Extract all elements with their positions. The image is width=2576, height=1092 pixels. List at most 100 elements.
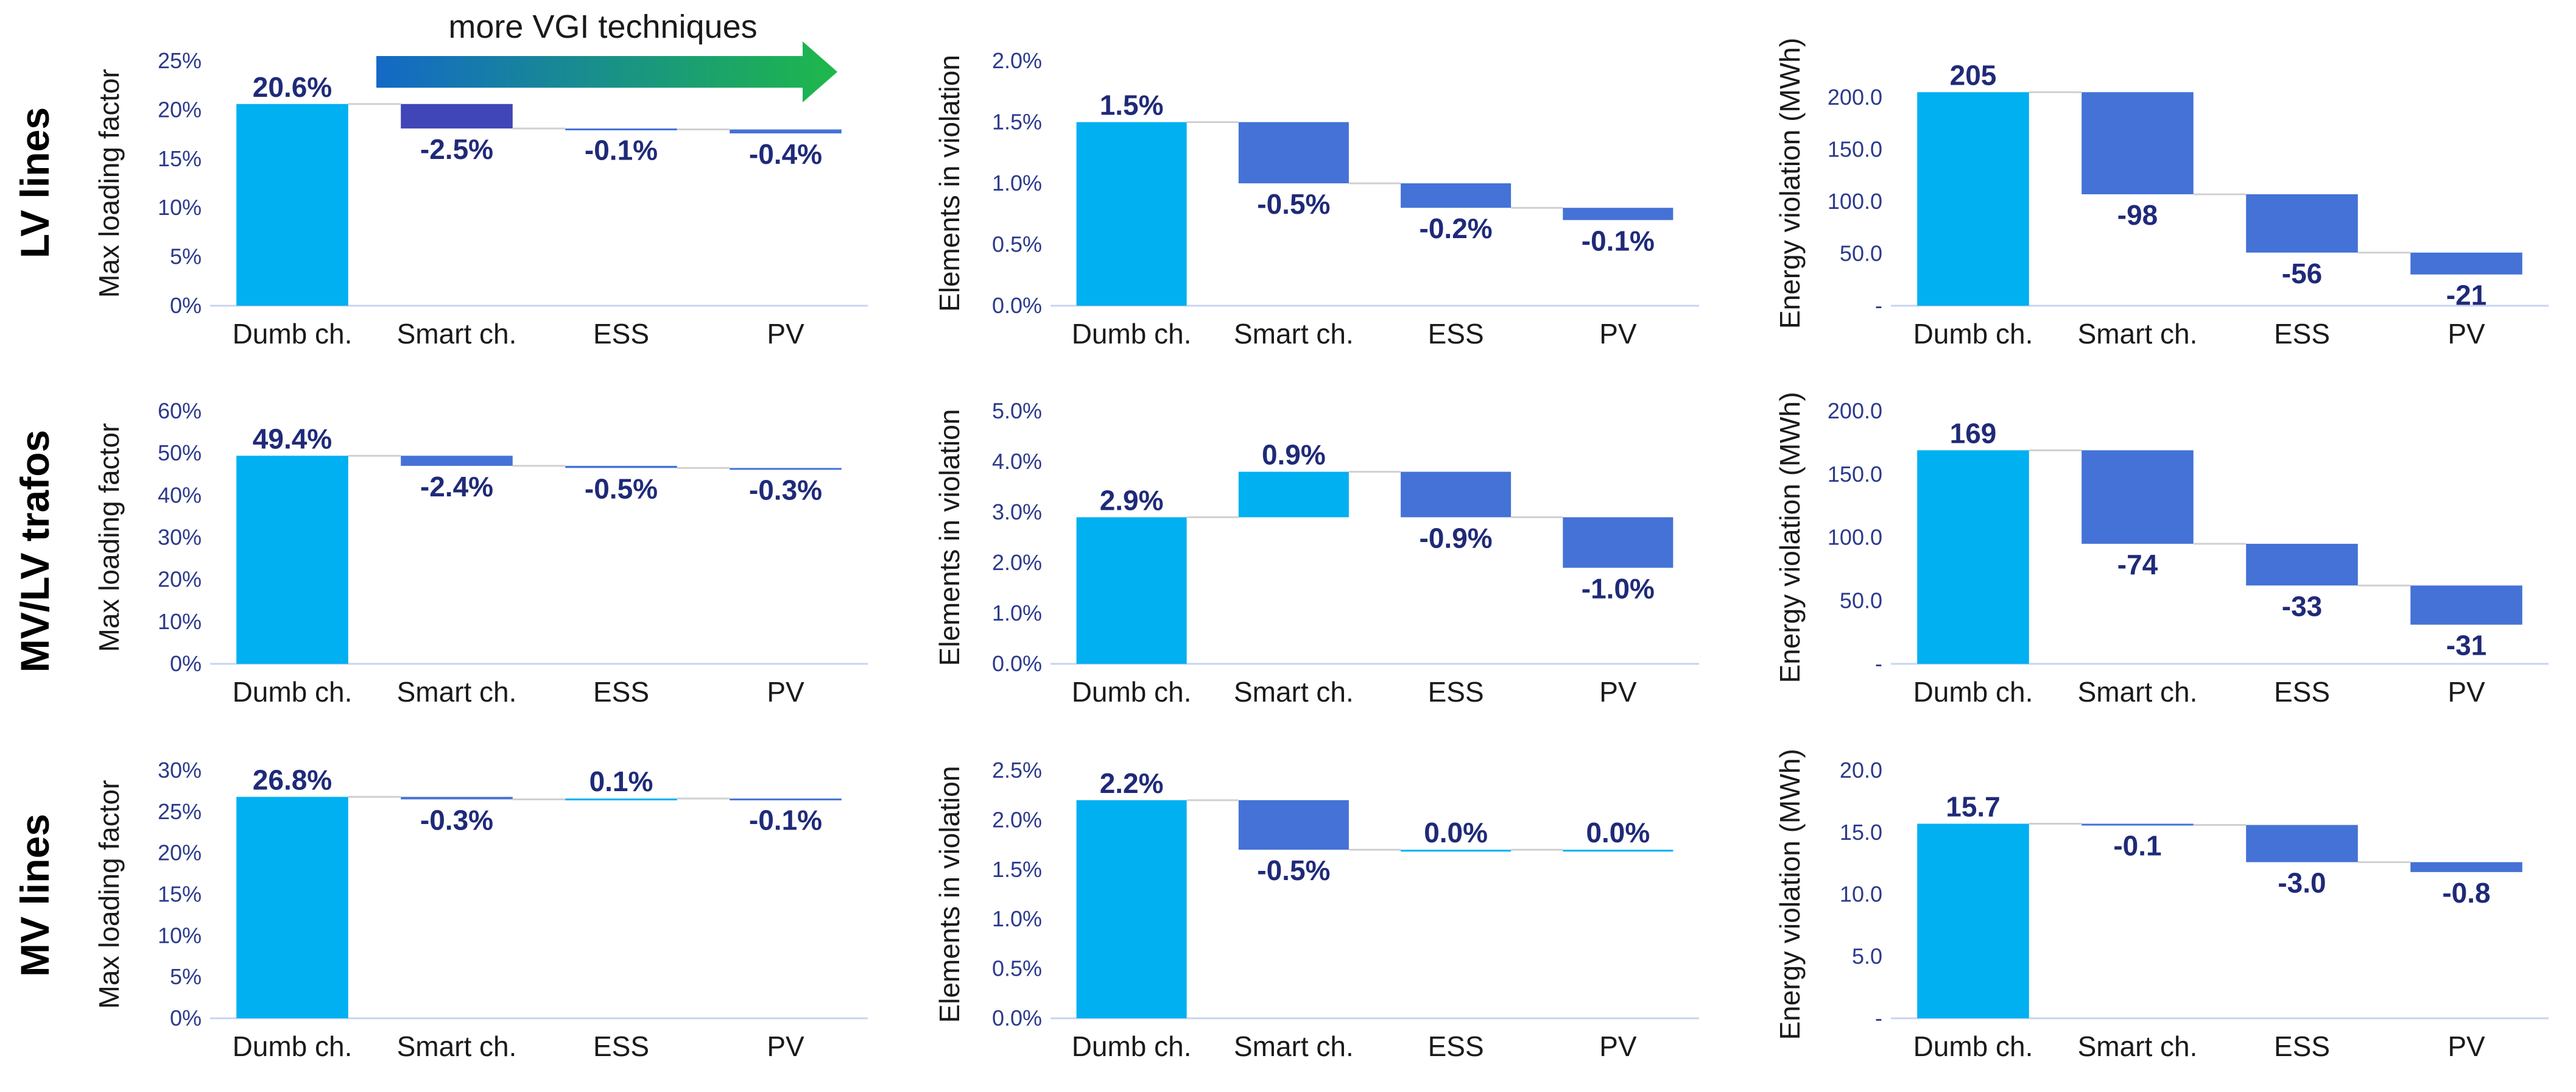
data-label: 0.9%	[1262, 439, 1326, 471]
y-tick-label: 3.0%	[992, 499, 1042, 524]
data-label: 49.4%	[253, 423, 332, 454]
y-tick-label: 15.0	[1840, 820, 1882, 845]
y-tick-label: 1.0%	[992, 171, 1042, 196]
bar-ess	[2246, 543, 2358, 586]
data-label: -3.0	[2278, 867, 2326, 899]
bar-dumb-ch	[1917, 450, 2029, 664]
bar-pv	[2410, 862, 2522, 872]
y-tick-label: 60%	[158, 398, 202, 423]
data-label: -56	[2282, 258, 2322, 289]
data-label: 2.9%	[1100, 484, 1164, 516]
y-tick-label: 20%	[158, 840, 202, 865]
category-label: Smart ch.	[397, 318, 517, 350]
bar-pv	[1563, 517, 1673, 568]
data-label: -2.5%	[420, 133, 493, 165]
category-label: PV	[2448, 318, 2485, 350]
chart-lv-loading: Max loading factor 0% 5% 10% 15% 20% 25% 20.6% D…	[93, 48, 868, 350]
y-tick-label: 1.5%	[992, 857, 1042, 882]
bar-ess	[565, 798, 677, 801]
category-label: Dumb ch.	[1072, 1030, 1192, 1062]
bar-dumb-ch	[1076, 800, 1187, 1018]
category-label: Smart ch.	[1234, 318, 1354, 350]
bar-pv	[1563, 850, 1673, 852]
data-label: -0.8	[2442, 877, 2490, 909]
y-tick-label: 30%	[158, 525, 202, 550]
category-label: Smart ch.	[2078, 676, 2198, 708]
data-label: -0.9%	[1420, 522, 1493, 554]
data-label: -98	[2117, 199, 2158, 231]
category-label: Dumb ch.	[233, 676, 353, 708]
bar-smart-ch	[1238, 471, 1349, 518]
data-label: 0.1%	[589, 766, 653, 797]
category-label: ESS	[1428, 1030, 1484, 1062]
vgi-arrow-label: more VGI techniques	[448, 9, 757, 45]
y-tick-label: 150.0	[1828, 136, 1882, 161]
bar-ess	[2246, 194, 2358, 253]
data-label: -0.1%	[1582, 225, 1655, 256]
data-label: 20.6%	[253, 71, 332, 103]
y-tick-label: 5.0	[1852, 943, 1882, 968]
category-label: ESS	[593, 318, 649, 350]
y-axis-label: Max loading factor	[93, 69, 125, 298]
y-axis-label: Elements in violation	[934, 766, 965, 1023]
data-label: -0.4%	[749, 138, 822, 170]
y-tick-label: 150.0	[1828, 462, 1882, 487]
y-tick-label: 50.0	[1840, 588, 1882, 613]
y-axis-label: Energy violation (MWh)	[1774, 38, 1806, 329]
y-tick-label: 0.0%	[992, 1006, 1042, 1030]
bar-smart-ch	[2082, 823, 2194, 826]
data-label: 169	[1950, 417, 1997, 449]
chart-trafo-energy: Energy violation (MWh) - 50.0 100.0 150.0 200…	[1774, 392, 2549, 708]
y-tick-label: 15%	[158, 146, 202, 171]
y-tick-label: 0.5%	[992, 232, 1042, 257]
data-label: 0.0%	[1586, 817, 1650, 848]
bar-pv	[1563, 208, 1673, 220]
y-tick-label: 2.5%	[992, 758, 1042, 783]
category-label: Smart ch.	[2078, 1030, 2198, 1062]
y-tick-label: -	[1875, 293, 1882, 318]
y-tick-label: 30%	[158, 758, 202, 783]
bar-pv	[730, 129, 842, 133]
category-label: Dumb ch.	[233, 318, 353, 350]
row-label-mv-lv-trafos: MV/LV trafos	[12, 430, 57, 672]
y-tick-label: 20%	[158, 567, 202, 592]
category-label: ESS	[593, 1030, 649, 1062]
category-label: PV	[1599, 318, 1637, 350]
y-axis-label: Energy violation (MWh)	[1774, 392, 1806, 683]
data-label: -0.1%	[749, 804, 822, 836]
category-label: Smart ch.	[397, 676, 517, 708]
category-label: PV	[767, 676, 804, 708]
chart-trafo-loading: Max loading factor 0% 10% 20% 30% 40% 50% 60% 49…	[93, 398, 868, 708]
category-label: Smart ch.	[397, 1030, 517, 1062]
category-label: PV	[2448, 676, 2485, 708]
vgi-arrow: more VGI techniques	[376, 9, 837, 102]
bar-smart-ch	[2082, 92, 2194, 194]
category-label: PV	[767, 318, 804, 350]
data-label: -0.5%	[1257, 854, 1330, 886]
bar-ess	[1401, 471, 1511, 518]
y-tick-label: 2.0%	[992, 48, 1042, 73]
bar-smart-ch	[401, 797, 513, 800]
y-tick-label: -	[1875, 1006, 1882, 1030]
y-tick-label: 0.0%	[992, 293, 1042, 318]
category-label: PV	[1599, 1030, 1637, 1062]
y-tick-label: 25%	[158, 799, 202, 824]
y-tick-label: 100.0	[1828, 189, 1882, 214]
y-tick-label: 2.0%	[992, 550, 1042, 575]
bar-smart-ch	[1238, 122, 1349, 183]
y-axis-label: Max loading factor	[93, 423, 125, 652]
category-label: Dumb ch.	[1072, 318, 1192, 350]
data-label: -0.1	[2113, 830, 2161, 862]
category-label: Dumb ch.	[1913, 676, 2033, 708]
bar-dumb-ch	[236, 797, 348, 1018]
y-tick-label: 0%	[170, 293, 202, 318]
data-label: -0.3%	[420, 804, 493, 836]
data-label: -31	[2446, 630, 2486, 661]
data-label: 205	[1950, 59, 1997, 91]
category-label: Dumb ch.	[233, 1030, 353, 1062]
bar-smart-ch	[1238, 800, 1349, 850]
data-label: -33	[2282, 590, 2322, 622]
data-label: -0.5%	[585, 473, 658, 504]
y-tick-label: 15%	[158, 882, 202, 907]
